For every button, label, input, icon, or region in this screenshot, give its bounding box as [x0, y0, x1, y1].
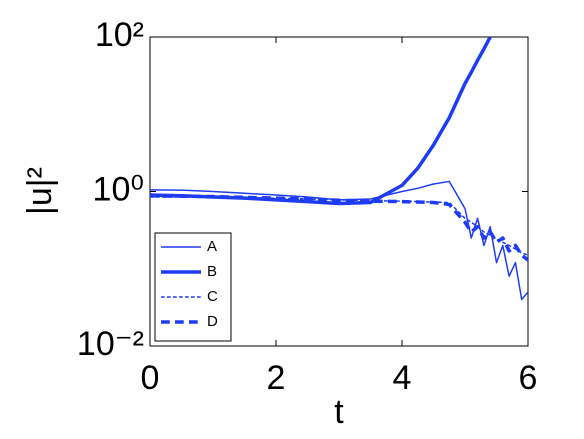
legend-label: D	[207, 313, 218, 330]
y-axis-label: |u|²	[21, 167, 59, 215]
y-tick-label: 10²	[95, 16, 144, 54]
x-tick-label: 4	[393, 359, 412, 397]
plot-lines	[150, 37, 528, 301]
legend-label: C	[207, 288, 218, 305]
y-tick-label: 10⁰	[93, 170, 144, 208]
legend-label: A	[207, 238, 217, 255]
x-axis-label: t	[334, 393, 344, 431]
data-line	[150, 180, 528, 301]
x-tick-label: 0	[141, 359, 160, 397]
x-tick-label: 6	[519, 359, 538, 397]
y-tick-label: 10⁻²	[77, 325, 144, 363]
data-line	[150, 194, 528, 262]
legend-label: B	[207, 263, 217, 280]
legend-box	[154, 232, 232, 342]
x-tick-label: 2	[267, 359, 286, 397]
